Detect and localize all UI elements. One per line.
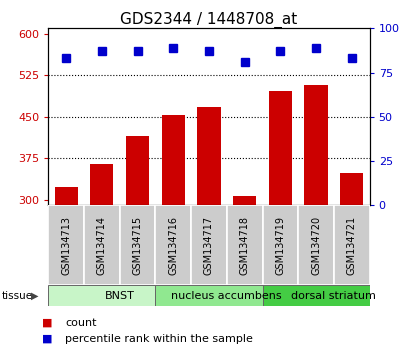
Text: BNST: BNST	[105, 291, 135, 301]
Bar	[120, 205, 155, 285]
Bar	[334, 205, 370, 285]
Bar	[262, 285, 370, 306]
Text: GSM134721: GSM134721	[347, 216, 357, 275]
Text: GSM134716: GSM134716	[168, 216, 178, 275]
Bar	[298, 205, 334, 285]
Bar	[90, 164, 113, 205]
Text: GSM134717: GSM134717	[204, 216, 214, 275]
Bar	[304, 85, 328, 205]
Text: percentile rank within the sample: percentile rank within the sample	[65, 334, 253, 344]
Bar	[55, 187, 78, 205]
Bar	[262, 205, 298, 285]
Text: GSM134719: GSM134719	[276, 216, 285, 275]
Text: GSM134714: GSM134714	[97, 216, 107, 275]
Bar	[155, 205, 191, 285]
Bar	[197, 107, 220, 205]
Text: tissue: tissue	[2, 291, 33, 301]
Bar	[48, 205, 84, 285]
Bar	[155, 285, 262, 306]
Text: nucleus accumbens: nucleus accumbens	[171, 291, 282, 301]
Text: GSM134718: GSM134718	[240, 216, 249, 275]
Text: GSM134715: GSM134715	[133, 216, 142, 275]
Text: ■: ■	[42, 318, 52, 328]
Bar	[233, 196, 256, 205]
Bar	[269, 91, 292, 205]
Bar	[227, 205, 262, 285]
Text: ▶: ▶	[31, 291, 38, 301]
Bar	[48, 285, 155, 306]
Text: GSM134713: GSM134713	[61, 216, 71, 275]
Bar	[340, 173, 363, 205]
Text: dorsal striatum: dorsal striatum	[291, 291, 376, 301]
Title: GDS2344 / 1448708_at: GDS2344 / 1448708_at	[120, 12, 298, 28]
Bar	[84, 205, 120, 285]
Bar	[162, 115, 185, 205]
Bar	[191, 205, 227, 285]
Text: GSM134720: GSM134720	[311, 216, 321, 275]
Text: count: count	[65, 318, 97, 328]
Bar	[126, 136, 149, 205]
Text: ■: ■	[42, 334, 52, 344]
